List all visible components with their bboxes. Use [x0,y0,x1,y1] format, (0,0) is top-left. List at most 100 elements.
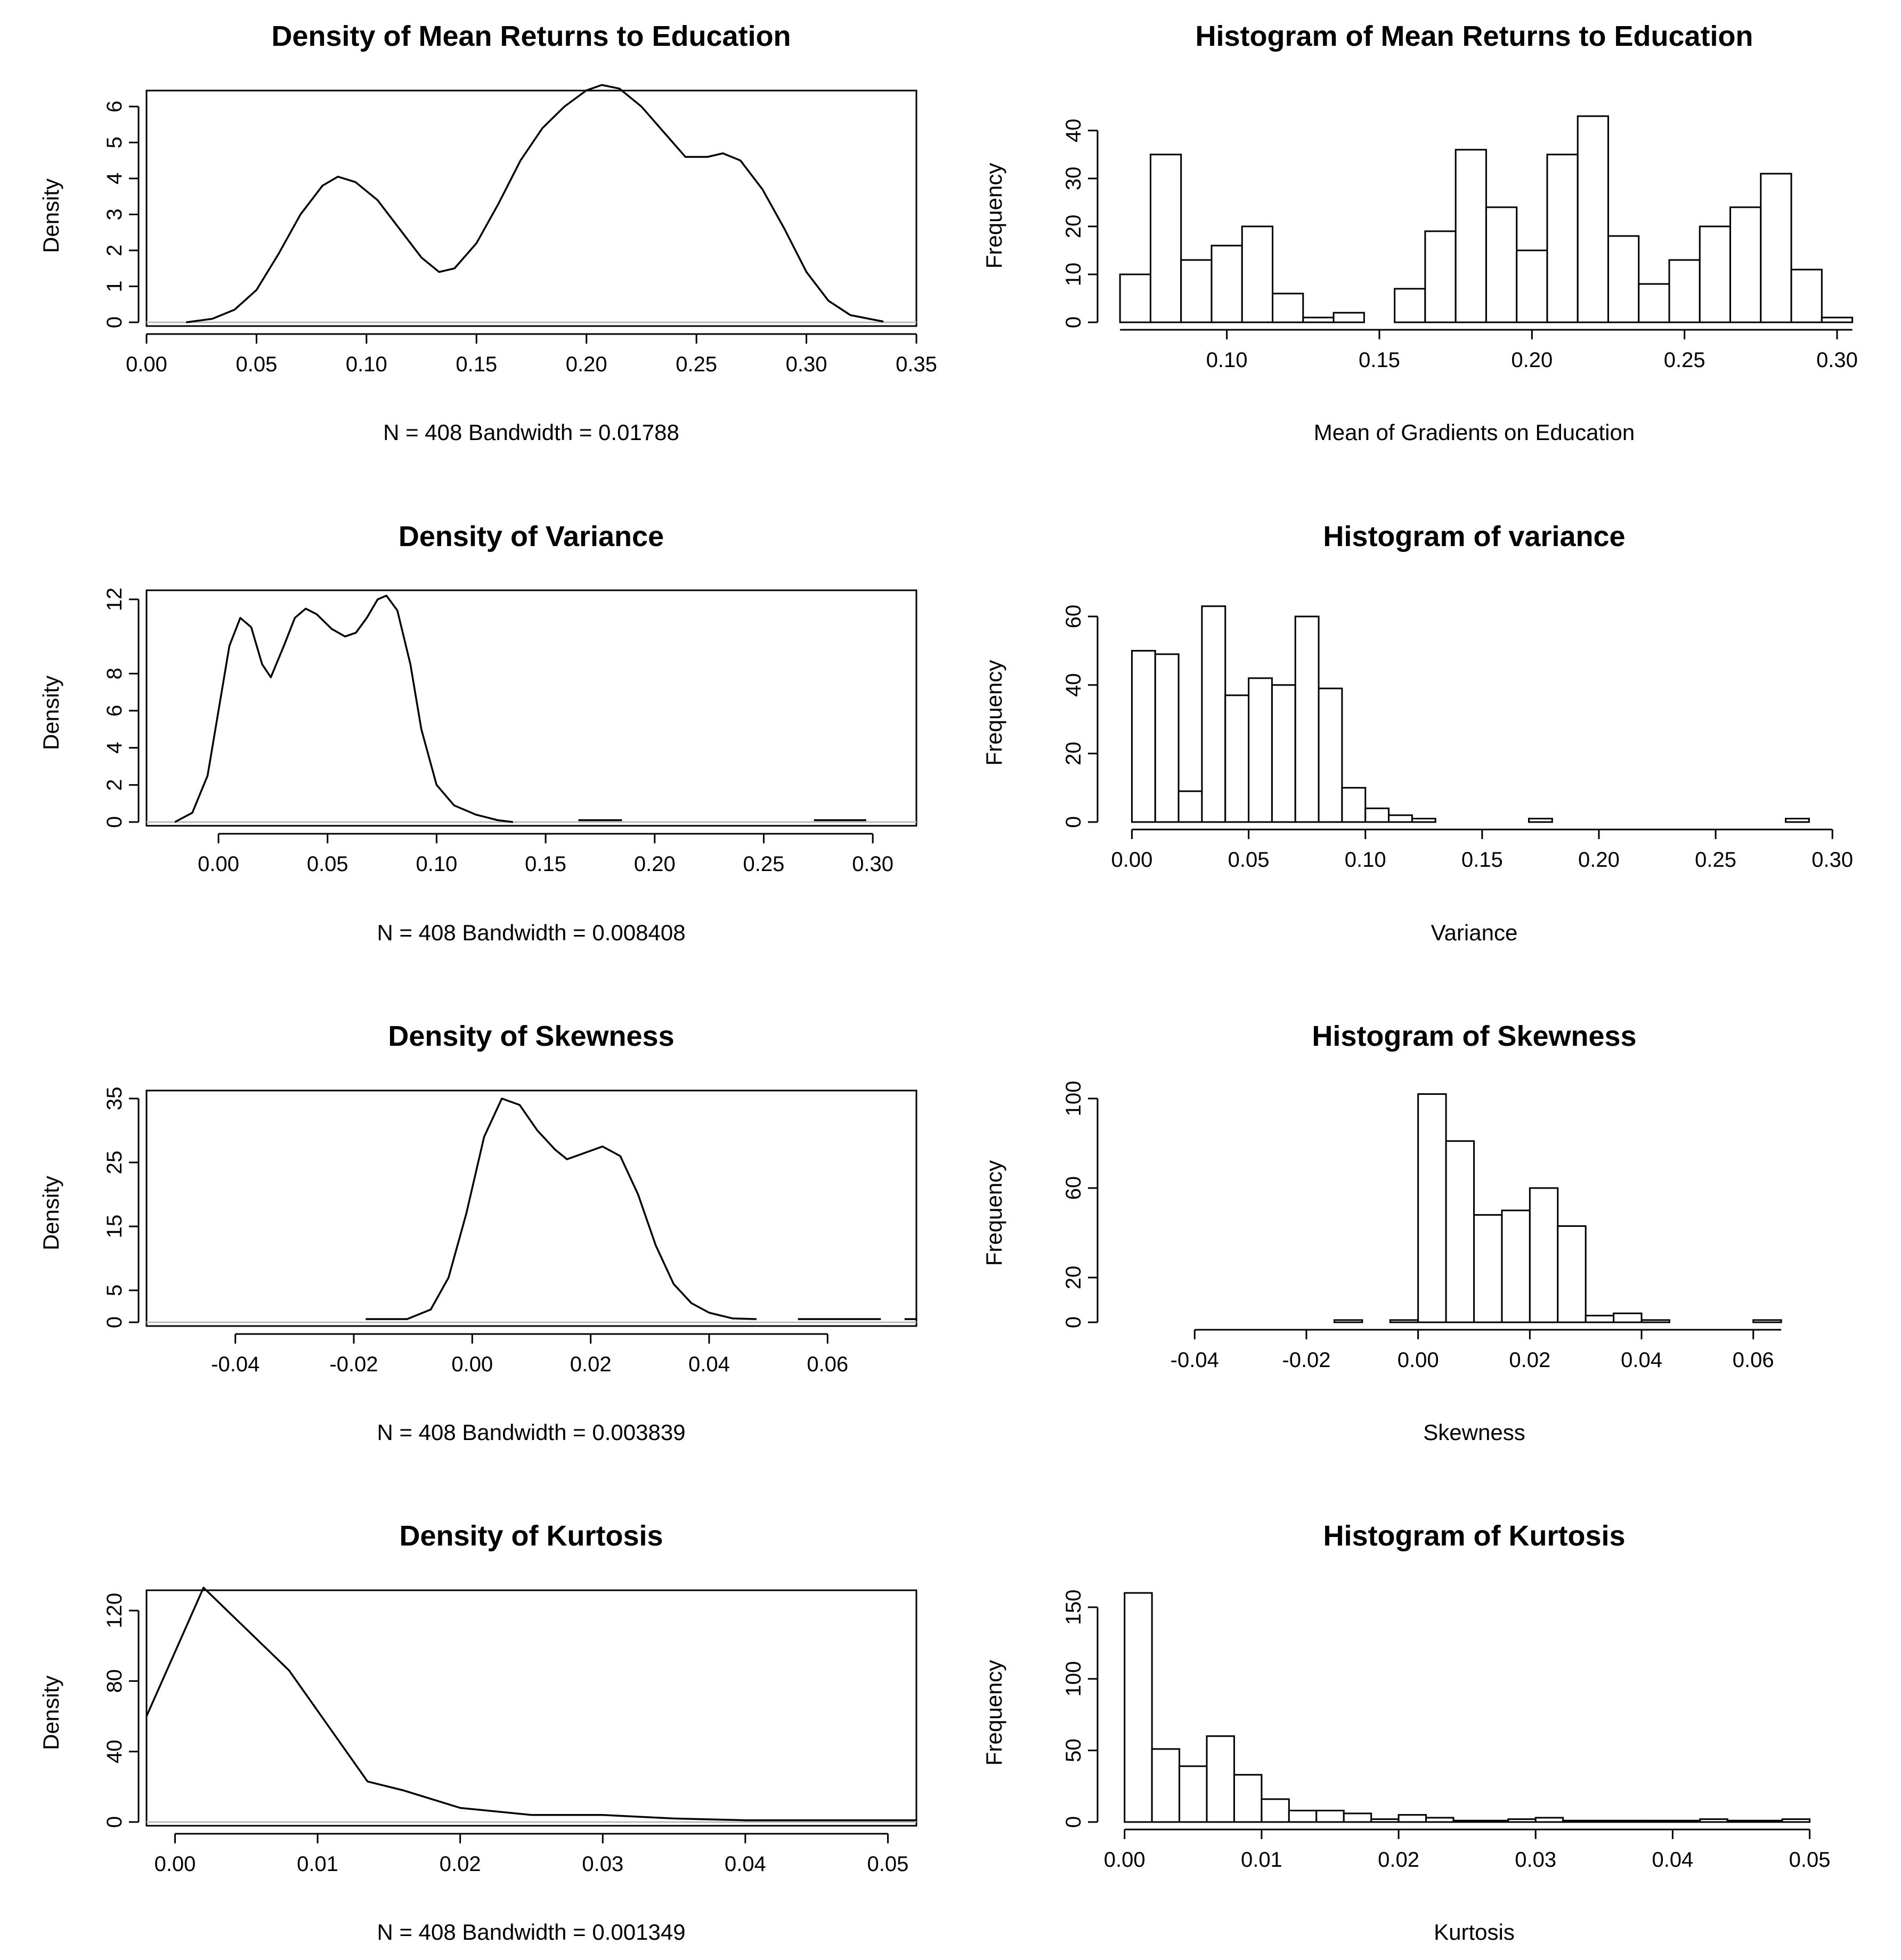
y-tick-label: 0 [103,1316,126,1328]
x-axis-label: N = 408 Bandwidth = 0.008408 [377,920,685,945]
x-tick-label: -0.02 [1282,1348,1330,1372]
histogram-bar [1516,249,1548,323]
y-tick-label: 150 [1062,1590,1085,1625]
x-tick-label: 0.01 [297,1852,338,1876]
histogram-bar [1455,149,1487,323]
y-axis-label: Density [38,1176,63,1250]
y-axis-label: Frequency [981,163,1006,269]
x-tick-label: 0.02 [440,1852,481,1876]
histogram-bar [1389,1319,1419,1323]
y-tick-label: 30 [1062,167,1085,191]
x-tick-label: 0.05 [307,852,348,876]
x-axis-label: N = 408 Bandwidth = 0.003839 [377,1420,685,1445]
x-tick-label: 0.02 [570,1353,612,1376]
histogram-bar [1638,283,1670,323]
y-tick-label: 2 [103,245,126,256]
x-tick-label: 0.04 [725,1852,766,1876]
histogram-bar [1233,1774,1263,1823]
histogram-bar [1177,790,1203,823]
histogram-bar [1671,1819,1701,1823]
histogram-bar [1364,807,1390,823]
histogram-bar [1272,292,1304,323]
histogram-bar [1388,814,1413,823]
histogram-bar [1201,605,1226,823]
x-tick-label: 0.25 [1664,348,1705,372]
y-tick-label: 8 [103,668,126,679]
histogram-bar [1577,115,1609,323]
y-axis: 0 5 15 25 35 [103,1087,140,1328]
x-tick-label: 0.05 [1789,1848,1831,1872]
y-axis-label: Density [38,1676,63,1750]
histogram-bar [1790,269,1823,323]
x-tick-label: 0.06 [807,1353,848,1376]
y-axis: 0 1 2 3 4 5 6 [103,101,140,328]
density-line-density [186,84,884,323]
histogram-bar [1294,615,1320,823]
y-tick-label: 20 [1062,215,1085,239]
x-tick-label: 0.15 [1359,348,1400,372]
histogram-bar [1546,153,1579,323]
x-tick-label: 0.20 [1511,348,1553,372]
y-tick-label: 4 [103,742,126,754]
x-tick-label: -0.04 [1171,1348,1219,1372]
histogram-bar [1754,1819,1783,1823]
panel-variance-density: Density of Variance N = 408 Bandwidth = … [38,521,686,945]
x-axis: 0.00 0.01 0.02 0.03 0.04 0.05 [155,1833,908,1876]
x-tick-label: 0.15 [456,353,497,376]
x-axis: 0.00 0.05 0.10 0.15 0.20 0.25 0.30 0.35 [126,333,937,376]
y-axis: 0 40 80 120 [103,1593,140,1828]
x-axis-label: Mean of Gradients on Education [1314,420,1635,445]
y-tick-label: 5 [103,136,126,148]
y-tick-label: 50 [1062,1738,1085,1762]
histogram-bar [1534,1817,1564,1823]
histogram-bar [1589,1819,1619,1823]
histogram-bar [1318,687,1343,823]
histogram-bar [1131,649,1156,823]
histogram-bar [1124,1592,1153,1823]
bars [1333,1093,1782,1323]
histogram-bar [1211,245,1243,323]
x-tick-label: 0.05 [1228,848,1270,872]
y-tick-label: 60 [1062,605,1085,629]
x-tick-label: 0.15 [1461,848,1503,872]
histogram-bar [1473,1214,1503,1323]
x-axis: 0.10 0.15 0.20 0.25 0.30 [1120,329,1858,372]
bars [1124,1592,1811,1823]
y-tick-label: 20 [1062,1266,1085,1290]
histogram-bar [1607,235,1640,323]
x-tick-label: 0.00 [155,1852,196,1876]
y-tick-label: 5 [103,1284,126,1296]
histogram-bar [1149,153,1182,323]
y-tick-label: 0 [103,1816,126,1828]
plot-1: 0.10 0.15 0.20 0.25 0.30 0 10 20 30 40 [1062,115,1858,372]
y-axis-label: Frequency [981,1160,1006,1266]
histogram-bar [1640,1319,1670,1323]
y-axis-label: Density [38,178,63,253]
y-tick-label: 80 [103,1669,126,1693]
histogram-bar [1154,653,1180,823]
histogram-bar [1562,1819,1591,1823]
histogram-bar [1785,818,1810,823]
histogram-bar [1760,173,1792,323]
x-axis: 0.00 0.05 0.10 0.15 0.20 0.25 0.30 [1111,828,1853,872]
histogram-bar [1699,225,1732,323]
histogram-bar [1485,206,1518,323]
x-axis-label: Variance [1431,920,1518,945]
y-tick-label: 3 [103,208,126,220]
histogram-bar [1424,230,1457,323]
histogram-bar [1411,818,1436,823]
x-tick-label: 0.06 [1733,1348,1774,1372]
plot-4: -0.04 -0.02 0.00 0.02 0.04 0.06 0 5 15 25 35 [103,1087,917,1376]
histogram-bar [1343,1812,1372,1823]
y-tick-label: 120 [103,1593,126,1629]
x-tick-label: 0.10 [346,353,387,376]
x-tick-label: 0.04 [1621,1348,1662,1372]
panel-title: Histogram of variance [1323,521,1625,552]
y-axis: 0 10 20 30 40 [1062,119,1099,328]
x-tick-label: 0.00 [1398,1348,1439,1372]
histogram-bar [1699,1818,1728,1823]
histogram-bar [1179,1765,1208,1823]
histogram-bar [1398,1814,1427,1823]
